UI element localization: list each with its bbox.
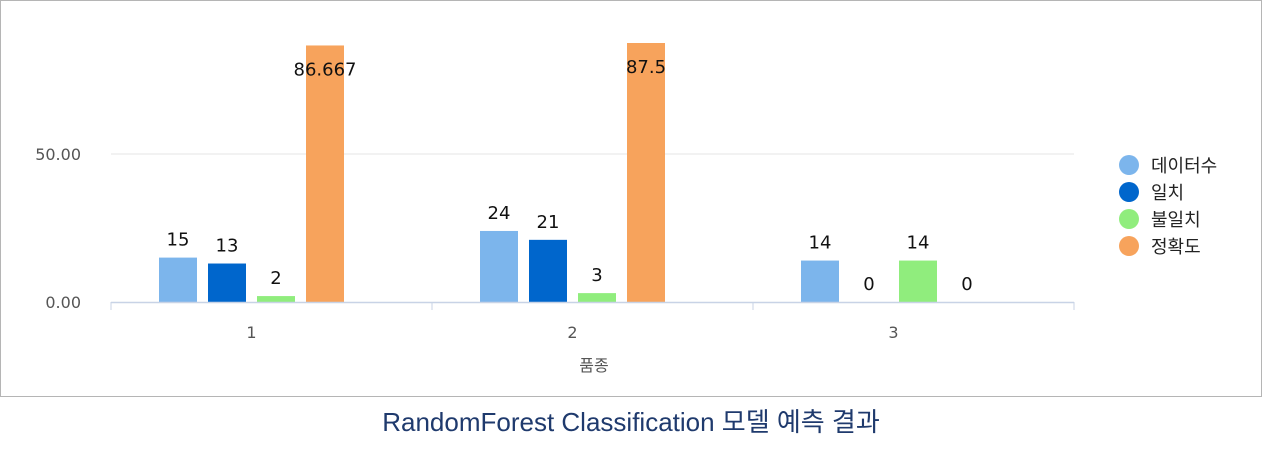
- legend-label: 데이터수: [1151, 156, 1217, 177]
- bar[interactable]: [208, 263, 246, 302]
- bar[interactable]: [306, 45, 344, 303]
- legend-item[interactable]: 데이터수: [1119, 155, 1217, 177]
- data-label: 2: [270, 268, 281, 289]
- legend-label: 일치: [1151, 183, 1184, 204]
- legend-item[interactable]: 일치: [1119, 182, 1184, 204]
- data-labels: 15 13 2 86.667 24 21 3 87.5 14 0 14 0: [167, 57, 973, 295]
- legend-label: 불일치: [1151, 210, 1201, 231]
- x-tick-label: 3: [888, 323, 898, 342]
- legend-marker: [1119, 236, 1139, 256]
- legend-label: 정확도: [1151, 237, 1201, 258]
- data-label: 13: [216, 236, 239, 257]
- bar[interactable]: [480, 230, 518, 302]
- y-tick-label: 0.00: [45, 293, 81, 312]
- data-label: 0: [863, 274, 874, 295]
- axes: 0.00 50.00 1 2 3: [35, 145, 1075, 342]
- bar[interactable]: [578, 293, 616, 302]
- chart-frame: 15 13 2 86.667 24 21 3 87.5 14 0 14 0 0.00 50.00 1 2 3 …: [0, 0, 1262, 397]
- data-label: 14: [809, 233, 832, 254]
- legend-marker: [1119, 209, 1139, 229]
- x-tick-label: 2: [567, 323, 577, 342]
- data-label: 3: [591, 265, 602, 286]
- x-tick-label: 1: [246, 323, 256, 342]
- bar[interactable]: [257, 296, 295, 302]
- chart-caption: RandomForest Classification 모델 예측 결과: [382, 407, 880, 437]
- data-label: 86.667: [294, 59, 357, 80]
- x-axis-title: 품종: [579, 356, 608, 375]
- bar[interactable]: [899, 260, 937, 302]
- data-label: 87.5: [626, 57, 666, 78]
- data-label: 14: [907, 233, 930, 254]
- data-label: 0: [961, 274, 972, 295]
- bar[interactable]: [159, 257, 197, 302]
- legend-marker: [1119, 182, 1139, 202]
- bar[interactable]: [529, 239, 567, 302]
- legend-item[interactable]: 불일치: [1119, 209, 1201, 231]
- bar[interactable]: [801, 260, 839, 302]
- data-label: 15: [167, 230, 190, 251]
- data-label: 24: [488, 203, 511, 224]
- legend-item[interactable]: 정확도: [1119, 236, 1201, 258]
- legend-marker: [1119, 155, 1139, 175]
- bar[interactable]: [627, 43, 665, 302]
- bars: [159, 43, 937, 303]
- data-label: 21: [537, 212, 560, 233]
- y-tick-label: 50.00: [35, 145, 81, 164]
